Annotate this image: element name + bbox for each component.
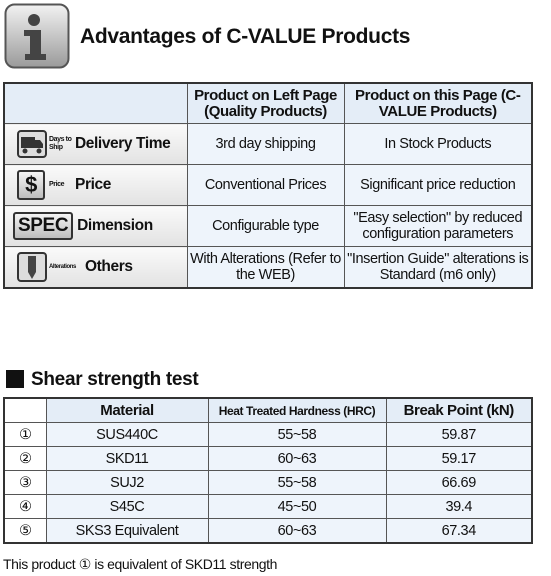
title: Advantages of C-VALUE Products (80, 25, 411, 48)
header-cell (3, 397, 47, 423)
row-number: ① (3, 422, 47, 447)
row-label: Alterations Others (3, 246, 188, 289)
label: Others (85, 258, 133, 276)
cell: Conventional Prices (186, 164, 345, 206)
drill-icon (17, 252, 47, 282)
shear-table: Material Heat Treated Hardness (HRC) Break… (3, 397, 533, 544)
row: ④ S45C 45~50 39.4 (3, 494, 533, 519)
row: ② SKD11 60~63 59.17 (3, 446, 533, 471)
cell: 55~58 (207, 470, 387, 495)
cell: 3rd day shipping (186, 123, 345, 165)
label: Delivery Time (75, 135, 171, 153)
icon-badge: $ (17, 170, 45, 200)
header-cell (3, 82, 188, 124)
row: ① SUS440C 55~58 59.87 (3, 422, 533, 447)
row-label: Days to Ship Delivery Time (3, 123, 188, 165)
info-icon (4, 3, 70, 69)
label: Price (75, 176, 111, 194)
header-cell: Product on this Page (C-VALUE Products) (343, 82, 533, 124)
row: ③ SUJ2 55~58 66.69 (3, 470, 533, 495)
icon-caption: Price (49, 181, 65, 188)
cell: 59.87 (385, 422, 533, 447)
header-cell: Break Point (kN) (385, 397, 533, 423)
cell: 39.4 (385, 494, 533, 519)
cell: SUJ2 (45, 470, 209, 495)
cell: With Alterations (Refer to the WEB) (186, 246, 345, 289)
header-cell: Material (45, 397, 209, 423)
row-number: ③ (3, 470, 47, 495)
cell: 60~63 (207, 518, 387, 544)
row-label: $ Price Price (3, 164, 188, 206)
icon-caption: Days to Ship (49, 136, 72, 151)
cell: 66.69 (385, 470, 533, 495)
row-number: ④ (3, 494, 47, 519)
label: Dimension (77, 217, 153, 235)
cell: S45C (45, 494, 209, 519)
row: ⑤ SKS3 Equivalent 60~63 67.34 (3, 518, 533, 544)
cell: Significant price reduction (343, 164, 533, 206)
row-number: ② (3, 446, 47, 471)
cell: SKS3 Equivalent (45, 518, 209, 544)
cell: Configurable type (186, 205, 345, 247)
icon-badge: SPEC (13, 212, 74, 240)
cell: In Stock Products (343, 123, 533, 165)
advantages-table: Product on Left Page (Quality Products) … (3, 82, 533, 289)
cell: "Insertion Guide" alterations is Standar… (343, 246, 533, 289)
header-cell: Product on Left Page (Quality Products) (186, 82, 345, 124)
header-cell: Heat Treated Hardness (HRC) (207, 397, 387, 423)
cell: 55~58 (207, 422, 387, 447)
truck-icon (17, 130, 47, 158)
cell: 45~50 (207, 494, 387, 519)
section-title: Shear strength test (31, 369, 199, 390)
cell: SKD11 (45, 446, 209, 471)
cell: 60~63 (207, 446, 387, 471)
footnote: This product ① is equivalent of SKD11 st… (3, 556, 278, 572)
cell: "Easy selection" by reduced configuratio… (343, 205, 533, 247)
cell: 67.34 (385, 518, 533, 544)
icon-caption: Alterations (49, 264, 76, 270)
cell: 59.17 (385, 446, 533, 471)
section-marker (6, 370, 24, 388)
row-label: SPEC Dimension (3, 205, 188, 247)
row-number: ⑤ (3, 518, 47, 544)
cell: SUS440C (45, 422, 209, 447)
